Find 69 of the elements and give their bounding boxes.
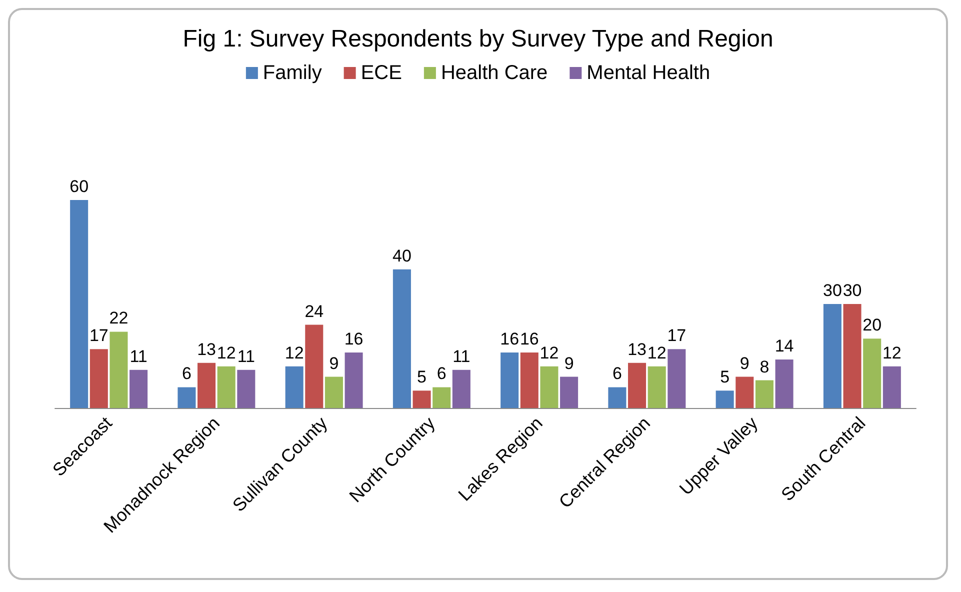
data-label: 16 <box>520 330 539 349</box>
data-label: 11 <box>237 346 255 366</box>
data-label: 60 <box>70 177 89 196</box>
bar <box>608 387 626 408</box>
bar <box>843 304 862 408</box>
bar <box>70 200 88 408</box>
data-label: 9 <box>740 354 750 373</box>
data-label: 17 <box>667 326 686 346</box>
data-label: 9 <box>564 354 574 373</box>
data-label: 6 <box>182 364 192 384</box>
data-label: 14 <box>774 336 794 356</box>
bar <box>110 332 128 408</box>
bar <box>285 366 304 408</box>
data-label: 5 <box>417 368 427 387</box>
bar <box>412 390 431 408</box>
data-label: 11 <box>130 346 148 366</box>
bar <box>628 362 646 408</box>
legend-label: ECE <box>360 62 402 84</box>
bar <box>198 362 216 408</box>
data-label: 30 <box>822 281 842 300</box>
data-label: 13 <box>628 340 646 359</box>
data-label: 12 <box>882 343 902 362</box>
bar <box>823 304 842 408</box>
data-label: 13 <box>197 340 216 359</box>
bar <box>648 366 666 408</box>
data-label: 11 <box>452 346 470 366</box>
data-label: 24 <box>304 302 324 321</box>
bar <box>540 366 558 408</box>
bar <box>500 352 519 408</box>
data-label: 8 <box>760 357 770 376</box>
data-label: 12 <box>647 343 666 362</box>
bar <box>863 338 882 408</box>
bar <box>755 380 774 408</box>
data-label: 22 <box>109 308 128 328</box>
data-label: 17 <box>89 326 108 346</box>
data-label: 12 <box>284 343 304 362</box>
bar <box>716 390 734 408</box>
data-label: 40 <box>392 246 412 266</box>
bar <box>736 376 754 408</box>
bar <box>452 370 470 408</box>
data-label: 9 <box>329 354 339 373</box>
data-label: 16 <box>344 330 364 349</box>
bar <box>305 324 324 408</box>
bar <box>130 370 148 408</box>
data-label: 12 <box>540 343 559 362</box>
data-label: 16 <box>500 330 520 349</box>
data-label: 5 <box>720 368 730 387</box>
bar <box>882 366 901 408</box>
bar <box>668 349 686 408</box>
bar <box>90 349 108 408</box>
data-label: 30 <box>842 281 862 300</box>
legend-label: Mental Health <box>586 62 710 84</box>
bar <box>178 387 196 408</box>
bar <box>344 352 363 408</box>
legend-label: Family <box>262 62 322 84</box>
bar <box>324 376 343 408</box>
bar <box>237 370 256 408</box>
bar <box>775 359 794 408</box>
bar <box>217 366 236 408</box>
chart-title: Fig 1: Survey Respondents by Survey Type and Region <box>182 26 774 52</box>
bar <box>432 387 451 408</box>
data-label: 6 <box>612 364 622 384</box>
bar <box>392 269 411 408</box>
data-label: 20 <box>862 316 882 335</box>
bar <box>520 352 538 408</box>
data-label: 6 <box>436 364 446 384</box>
data-label: 12 <box>216 343 236 362</box>
bar <box>560 376 578 408</box>
legend-label: Health Care <box>440 62 548 84</box>
